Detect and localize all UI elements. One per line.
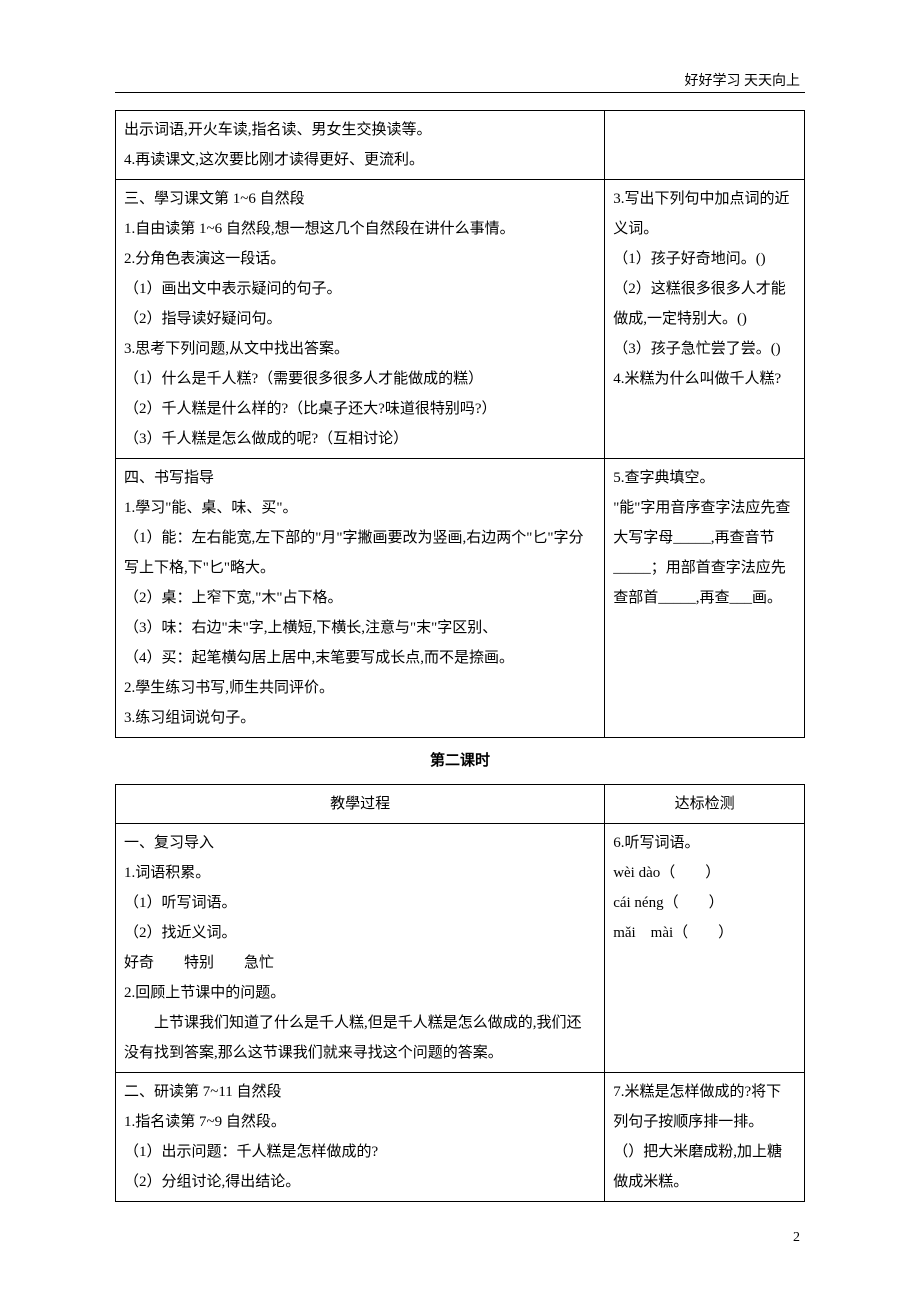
text-line: （2）分组讨论,得出结论。 — [124, 1167, 596, 1197]
cell-left: 一、复习导入 1.词语积累。 （1）听写词语。 （2）找近义词。 好奇 特别 急… — [116, 824, 605, 1073]
text-line: 2.回顾上节课中的问题。 — [124, 978, 596, 1008]
text-line: "能"字用音序查字法应先查大写字母_____,再查音节_____；用部首查字法应… — [613, 493, 796, 613]
text-line: （3）孩子急忙尝了尝。() — [613, 334, 796, 364]
cell-left: 出示词语,开火车读,指名读、男女生交换读等。 4.再读课文,这次要比刚才读得更好… — [116, 111, 605, 180]
text-line: 上节课我们知道了什么是千人糕,但是千人糕是怎么做成的,我们还没有找到答案,那么这… — [124, 1008, 596, 1068]
text-line: 7.米糕是怎样做成的?将下列句子按顺序排一排。 — [613, 1077, 796, 1137]
text-line: （2）指导读好疑问句。 — [124, 304, 596, 334]
text-line: 1.指名读第 7~9 自然段。 — [124, 1107, 596, 1137]
table-row: 三、學习课文第 1~6 自然段 1.自由读第 1~6 自然段,想一想这几个自然段… — [116, 180, 805, 459]
text-line: 4.米糕为什么叫做千人糕? — [613, 364, 796, 394]
text-line: 一、复习导入 — [124, 828, 596, 858]
header-right: 达标检测 — [605, 785, 805, 824]
text-line: 三、學习课文第 1~6 自然段 — [124, 184, 596, 214]
cell-right — [605, 111, 805, 180]
table-row: 出示词语,开火车读,指名读、男女生交换读等。 4.再读课文,这次要比刚才读得更好… — [116, 111, 805, 180]
section-title: 第二课时 — [115, 746, 805, 776]
text-line: （1）能：左右能宽,左下部的"月"字撇画要改为竖画,右边两个"匕"字分写上下格,… — [124, 523, 596, 583]
cell-left: 二、研读第 7~11 自然段 1.指名读第 7~9 自然段。 （1）出示问题：千… — [116, 1073, 605, 1202]
text-line: 1.學习"能、桌、味、买"。 — [124, 493, 596, 523]
text-line: 二、研读第 7~11 自然段 — [124, 1077, 596, 1107]
text-line: 3.思考下列问题,从文中找出答案。 — [124, 334, 596, 364]
header-left: 教學过程 — [116, 785, 605, 824]
table-row: 一、复习导入 1.词语积累。 （1）听写词语。 （2）找近义词。 好奇 特别 急… — [116, 824, 805, 1073]
text-line: 3.写出下列句中加点词的近义词。 — [613, 184, 796, 244]
text-line: 3.练习组词说句子。 — [124, 703, 596, 733]
text-line: 6.听写词语。 — [613, 828, 796, 858]
page-number: 2 — [793, 1224, 800, 1252]
text-line: cái néng（ ） — [613, 888, 796, 918]
text-line: 四、书写指导 — [124, 463, 596, 493]
header-underline — [115, 92, 805, 93]
text-line: （3）味：右边"未"字,上横短,下横长,注意与"末"字区别、 — [124, 613, 596, 643]
text-line: （2）这糕很多很多人才能做成,一定特别大。() — [613, 274, 796, 334]
text-line: （）把大米磨成粉,加上糖做成米糕。 — [613, 1137, 796, 1197]
cell-right: 7.米糕是怎样做成的?将下列句子按顺序排一排。 （）把大米磨成粉,加上糖做成米糕… — [605, 1073, 805, 1202]
text-line: （3）千人糕是怎么做成的呢?（互相讨论） — [124, 424, 596, 454]
cell-left: 四、书写指导 1.學习"能、桌、味、买"。 （1）能：左右能宽,左下部的"月"字… — [116, 459, 605, 738]
text-line: 好奇 特别 急忙 — [124, 948, 596, 978]
table-row: 四、书写指导 1.學习"能、桌、味、买"。 （1）能：左右能宽,左下部的"月"字… — [116, 459, 805, 738]
cell-right: 5.查字典填空。 "能"字用音序查字法应先查大写字母_____,再查音节____… — [605, 459, 805, 738]
text-line: （1）孩子好奇地问。() — [613, 244, 796, 274]
text-line: mǎi mài（ ） — [613, 918, 796, 948]
text-line: （1）什么是千人糕?（需要很多很多人才能做成的糕） — [124, 364, 596, 394]
cell-right: 3.写出下列句中加点词的近义词。 （1）孩子好奇地问。() （2）这糕很多很多人… — [605, 180, 805, 459]
cell-left: 三、學习课文第 1~6 自然段 1.自由读第 1~6 自然段,想一想这几个自然段… — [116, 180, 605, 459]
text-line: 出示词语,开火车读,指名读、男女生交换读等。 — [124, 115, 596, 145]
text-line: 2.分角色表演这一段话。 — [124, 244, 596, 274]
text-line: （2）千人糕是什么样的?（比桌子还大?味道很特别吗?） — [124, 394, 596, 424]
page-content: 出示词语,开火车读,指名读、男女生交换读等。 4.再读课文,这次要比刚才读得更好… — [115, 110, 805, 1202]
text-line: 2.學生练习书写,师生共同评价。 — [124, 673, 596, 703]
cell-right: 6.听写词语。 wèi dào（ ） cái néng（ ） mǎi mài（ … — [605, 824, 805, 1073]
text-line: （1）听写词语。 — [124, 888, 596, 918]
text-line: （4）买：起笔横勾居上居中,末笔要写成长点,而不是捺画。 — [124, 643, 596, 673]
table-header-row: 教學过程 达标检测 — [116, 785, 805, 824]
text-line: （2）找近义词。 — [124, 918, 596, 948]
text-line: （2）桌：上窄下宽,"木"占下格。 — [124, 583, 596, 613]
text-line: 4.再读课文,这次要比刚才读得更好、更流利。 — [124, 145, 596, 175]
text-line: 1.词语积累。 — [124, 858, 596, 888]
text-line: wèi dào（ ） — [613, 858, 796, 888]
table-row: 二、研读第 7~11 自然段 1.指名读第 7~9 自然段。 （1）出示问题：千… — [116, 1073, 805, 1202]
lesson-table-2: 教學过程 达标检测 一、复习导入 1.词语积累。 （1）听写词语。 （2）找近义… — [115, 784, 805, 1202]
text-line: 5.查字典填空。 — [613, 463, 796, 493]
text-line: （1）画出文中表示疑问的句子。 — [124, 274, 596, 304]
text-line: （1）出示问题：千人糕是怎样做成的? — [124, 1137, 596, 1167]
text-line: 1.自由读第 1~6 自然段,想一想这几个自然段在讲什么事情。 — [124, 214, 596, 244]
lesson-table-1: 出示词语,开火车读,指名读、男女生交换读等。 4.再读课文,这次要比刚才读得更好… — [115, 110, 805, 738]
